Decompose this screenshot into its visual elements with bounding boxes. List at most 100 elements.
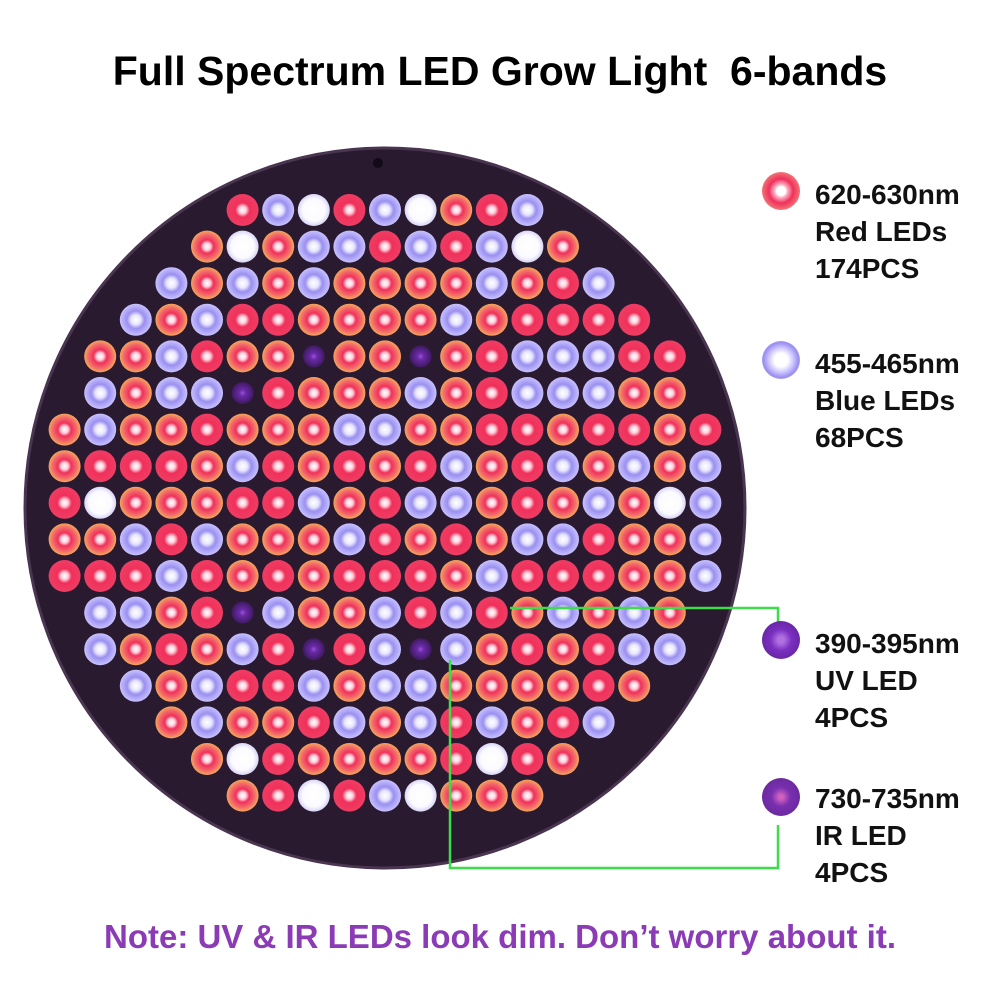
- legend-blue: 455-465nm Blue LEDs 68PCS: [815, 345, 960, 456]
- red-led-icon: [762, 172, 800, 210]
- red-led: [440, 560, 473, 592]
- red2-led: [547, 267, 579, 300]
- red-led: [511, 779, 544, 812]
- red-led: [440, 194, 473, 226]
- white-led: [511, 230, 544, 263]
- blue-led: [191, 669, 223, 702]
- red-led: [547, 669, 579, 702]
- legend-name: Blue LEDs: [815, 385, 956, 416]
- red-led: [618, 523, 651, 556]
- red2-led: [582, 633, 615, 666]
- red-led: [511, 267, 544, 300]
- blue-led: [369, 633, 401, 666]
- blue-led: [262, 596, 295, 629]
- red2-led: [511, 303, 544, 336]
- red-led: [155, 303, 188, 336]
- red2-led: [547, 560, 579, 592]
- red2-led: [191, 596, 223, 629]
- blue-led: [475, 560, 508, 592]
- blue-led: [511, 340, 544, 373]
- red2-led: [511, 413, 544, 446]
- legend-name: IR LED: [815, 820, 907, 851]
- blue-led: [404, 377, 437, 409]
- blue-led: [582, 706, 615, 739]
- blue-led: [618, 633, 651, 666]
- red2-led: [547, 706, 579, 739]
- blue-led: [369, 669, 401, 702]
- blue-led: [297, 669, 330, 702]
- red-led: [369, 377, 401, 409]
- red-led: [48, 450, 81, 483]
- white-led: [404, 779, 437, 812]
- red2-led: [84, 560, 117, 592]
- red2-led: [119, 560, 152, 592]
- red2-led: [653, 340, 686, 373]
- red-led: [653, 596, 686, 629]
- blue-led: [404, 486, 437, 519]
- red-led: [475, 633, 508, 666]
- blue-led: [653, 633, 686, 666]
- red-led: [226, 706, 259, 739]
- blue-led: [547, 523, 579, 556]
- red-led: [440, 779, 473, 812]
- red2-led: [475, 194, 508, 226]
- legend-wavelength: 455-465nm: [815, 348, 960, 379]
- red-led: [475, 779, 508, 812]
- red2-led: [369, 560, 401, 592]
- legend-uv: 390-395nm UV LED 4PCS: [815, 625, 960, 736]
- red-led: [475, 669, 508, 702]
- red-led: [440, 267, 473, 300]
- red2-led: [155, 633, 188, 666]
- screw-hole: [373, 158, 383, 168]
- blue-led: [84, 596, 117, 629]
- blue-led: [404, 669, 437, 702]
- red2-led: [262, 377, 295, 409]
- blue-led: [191, 706, 223, 739]
- red2-led: [475, 413, 508, 446]
- red-led: [333, 340, 366, 373]
- blue-led-icon: [762, 341, 800, 379]
- red-led: [475, 523, 508, 556]
- red-led: [226, 340, 259, 373]
- red-led: [653, 523, 686, 556]
- red2-led: [262, 486, 295, 519]
- red-led: [48, 413, 81, 446]
- red2-led: [618, 303, 651, 336]
- red-led: [119, 486, 152, 519]
- blue-led: [547, 340, 579, 373]
- blue-led: [226, 633, 259, 666]
- red2-led: [475, 377, 508, 409]
- blue-led: [440, 633, 473, 666]
- note-text: Note: UV & IR LEDs look dim. Don’t worry…: [103, 918, 897, 955]
- uv-ir-led: [302, 345, 325, 368]
- red2-led: [511, 560, 544, 592]
- blue-led: [155, 377, 188, 409]
- red-led: [333, 303, 366, 336]
- red2-led: [511, 486, 544, 519]
- red2-led: [369, 486, 401, 519]
- white-led: [653, 486, 686, 519]
- blue-led: [191, 523, 223, 556]
- red2-led: [582, 523, 615, 556]
- blue-led: [333, 523, 366, 556]
- red2-led: [404, 450, 437, 483]
- blue-led: [547, 596, 579, 629]
- red-led: [618, 560, 651, 592]
- red2-led: [155, 523, 188, 556]
- red-led: [440, 669, 473, 702]
- red-led: [404, 743, 437, 775]
- red-led: [369, 340, 401, 373]
- red-led: [191, 267, 223, 300]
- red2-led: [511, 450, 544, 483]
- red2-led: [440, 743, 473, 775]
- legend-name: Red LEDs: [815, 216, 948, 247]
- white-led: [226, 743, 259, 775]
- red2-led: [511, 633, 544, 666]
- red2-led: [582, 413, 615, 446]
- blue-led: [547, 377, 579, 409]
- uv-ir-led: [409, 345, 432, 368]
- blue-led: [84, 377, 117, 409]
- blue-led: [369, 779, 401, 812]
- legend-wavelength: 730-735nm: [815, 783, 960, 814]
